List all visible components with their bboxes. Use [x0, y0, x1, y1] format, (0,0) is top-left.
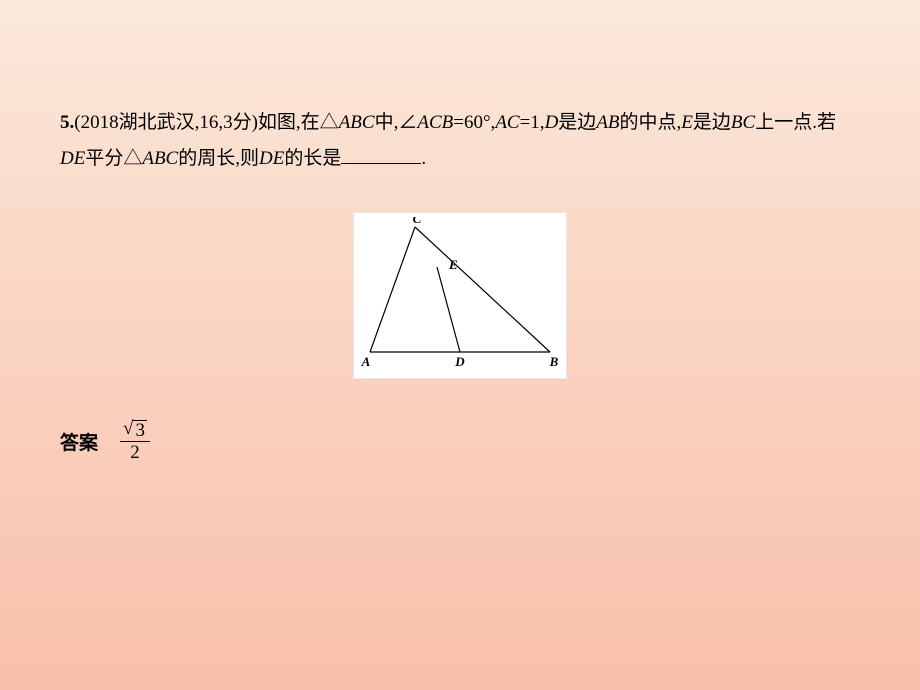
t8: 上一点.若	[755, 112, 836, 133]
problem-text: 5.(2018湖北武汉,16,3分)如图,在△ABC中,∠ACB=60°,AC=…	[60, 105, 860, 177]
answer-row: 答案 √ 3 2	[60, 419, 860, 464]
period: .	[421, 148, 426, 169]
answer-fraction: √ 3 2	[120, 419, 150, 464]
e: E	[681, 112, 693, 133]
bc: BC	[731, 112, 755, 133]
t3: =60°,	[453, 112, 495, 133]
problem-source: 2018湖北武汉,16,3分	[81, 112, 252, 133]
answer-blank	[341, 145, 421, 164]
t2: 中,∠	[375, 112, 418, 133]
t7: 是边	[693, 112, 731, 133]
svg-text:A: A	[361, 354, 371, 369]
tri: ABC	[339, 112, 375, 133]
svg-text:E: E	[448, 257, 458, 272]
figure-container: A B C D E	[60, 212, 860, 379]
t4: =1,	[520, 112, 545, 133]
d: D	[545, 112, 559, 133]
de2: DE	[259, 148, 284, 169]
ang: ACB	[417, 112, 453, 133]
t6: 的中点,	[620, 112, 682, 133]
fraction-numerator: √ 3	[120, 419, 150, 442]
t10: 的周长,则	[178, 148, 259, 169]
fraction-denominator: 2	[130, 442, 140, 464]
svg-text:B: B	[549, 354, 559, 369]
ac: AC	[495, 112, 519, 133]
svg-text:C: C	[413, 217, 422, 226]
radical-sign: √	[123, 419, 133, 438]
problem-number: 5.	[60, 112, 74, 133]
triangle-svg: A B C D E	[360, 217, 560, 372]
t9: 平分△	[85, 148, 142, 169]
de1: DE	[60, 148, 85, 169]
ab: AB	[596, 112, 619, 133]
sqrt: √ 3	[123, 419, 147, 440]
svg-text:D: D	[454, 354, 465, 369]
triangle-figure: A B C D E	[353, 212, 567, 379]
t5: 是边	[558, 112, 596, 133]
answer-label: 答案	[60, 428, 98, 455]
tri2: ABC	[142, 148, 178, 169]
radicand: 3	[133, 420, 147, 440]
t1: 如图,在△	[258, 112, 339, 133]
t11: 的长是	[284, 148, 341, 169]
